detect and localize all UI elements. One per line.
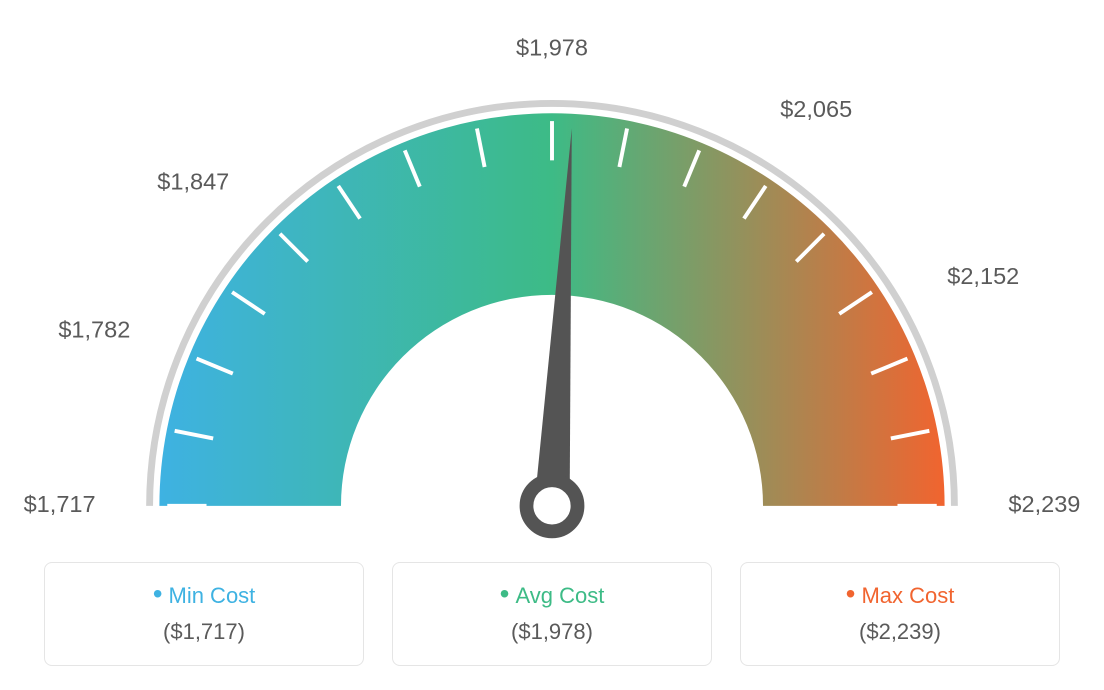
legend-card-min: • Min Cost ($1,717) (44, 562, 364, 666)
legend-label: Min Cost (169, 583, 256, 609)
legend-title-max: • Max Cost (846, 583, 955, 609)
legend-card-avg: • Avg Cost ($1,978) (392, 562, 712, 666)
gauge-chart: $1,717 $1,782 $1,847 $1,978 $2,065 $2,152 $2,2… (0, 20, 1104, 550)
legend-value: ($1,717) (163, 619, 245, 645)
gauge-scale-label: $2,239 (1008, 491, 1080, 517)
legend-label: Avg Cost (515, 583, 604, 609)
gauge-scale-label: $1,782 (58, 316, 130, 342)
legend-title-min: • Min Cost (153, 583, 256, 609)
legend-value: ($2,239) (859, 619, 941, 645)
gauge-svg: $1,717 $1,782 $1,847 $1,978 $2,065 $2,152 $2,2… (22, 20, 1082, 550)
gauge-hub (526, 480, 577, 531)
legend-label: Max Cost (861, 583, 954, 609)
gauge-scale-label: $1,847 (157, 168, 229, 194)
legend-value: ($1,978) (511, 619, 593, 645)
gauge-scale-label: $1,978 (516, 35, 588, 61)
legend-row: • Min Cost ($1,717) • Avg Cost ($1,978) … (0, 562, 1104, 666)
gauge-scale-label: $1,717 (24, 491, 96, 517)
legend-card-max: • Max Cost ($2,239) (740, 562, 1060, 666)
legend-title-avg: • Avg Cost (500, 583, 605, 609)
gauge-scale-label: $2,065 (780, 96, 852, 122)
gauge-scale-label: $2,152 (947, 263, 1019, 289)
